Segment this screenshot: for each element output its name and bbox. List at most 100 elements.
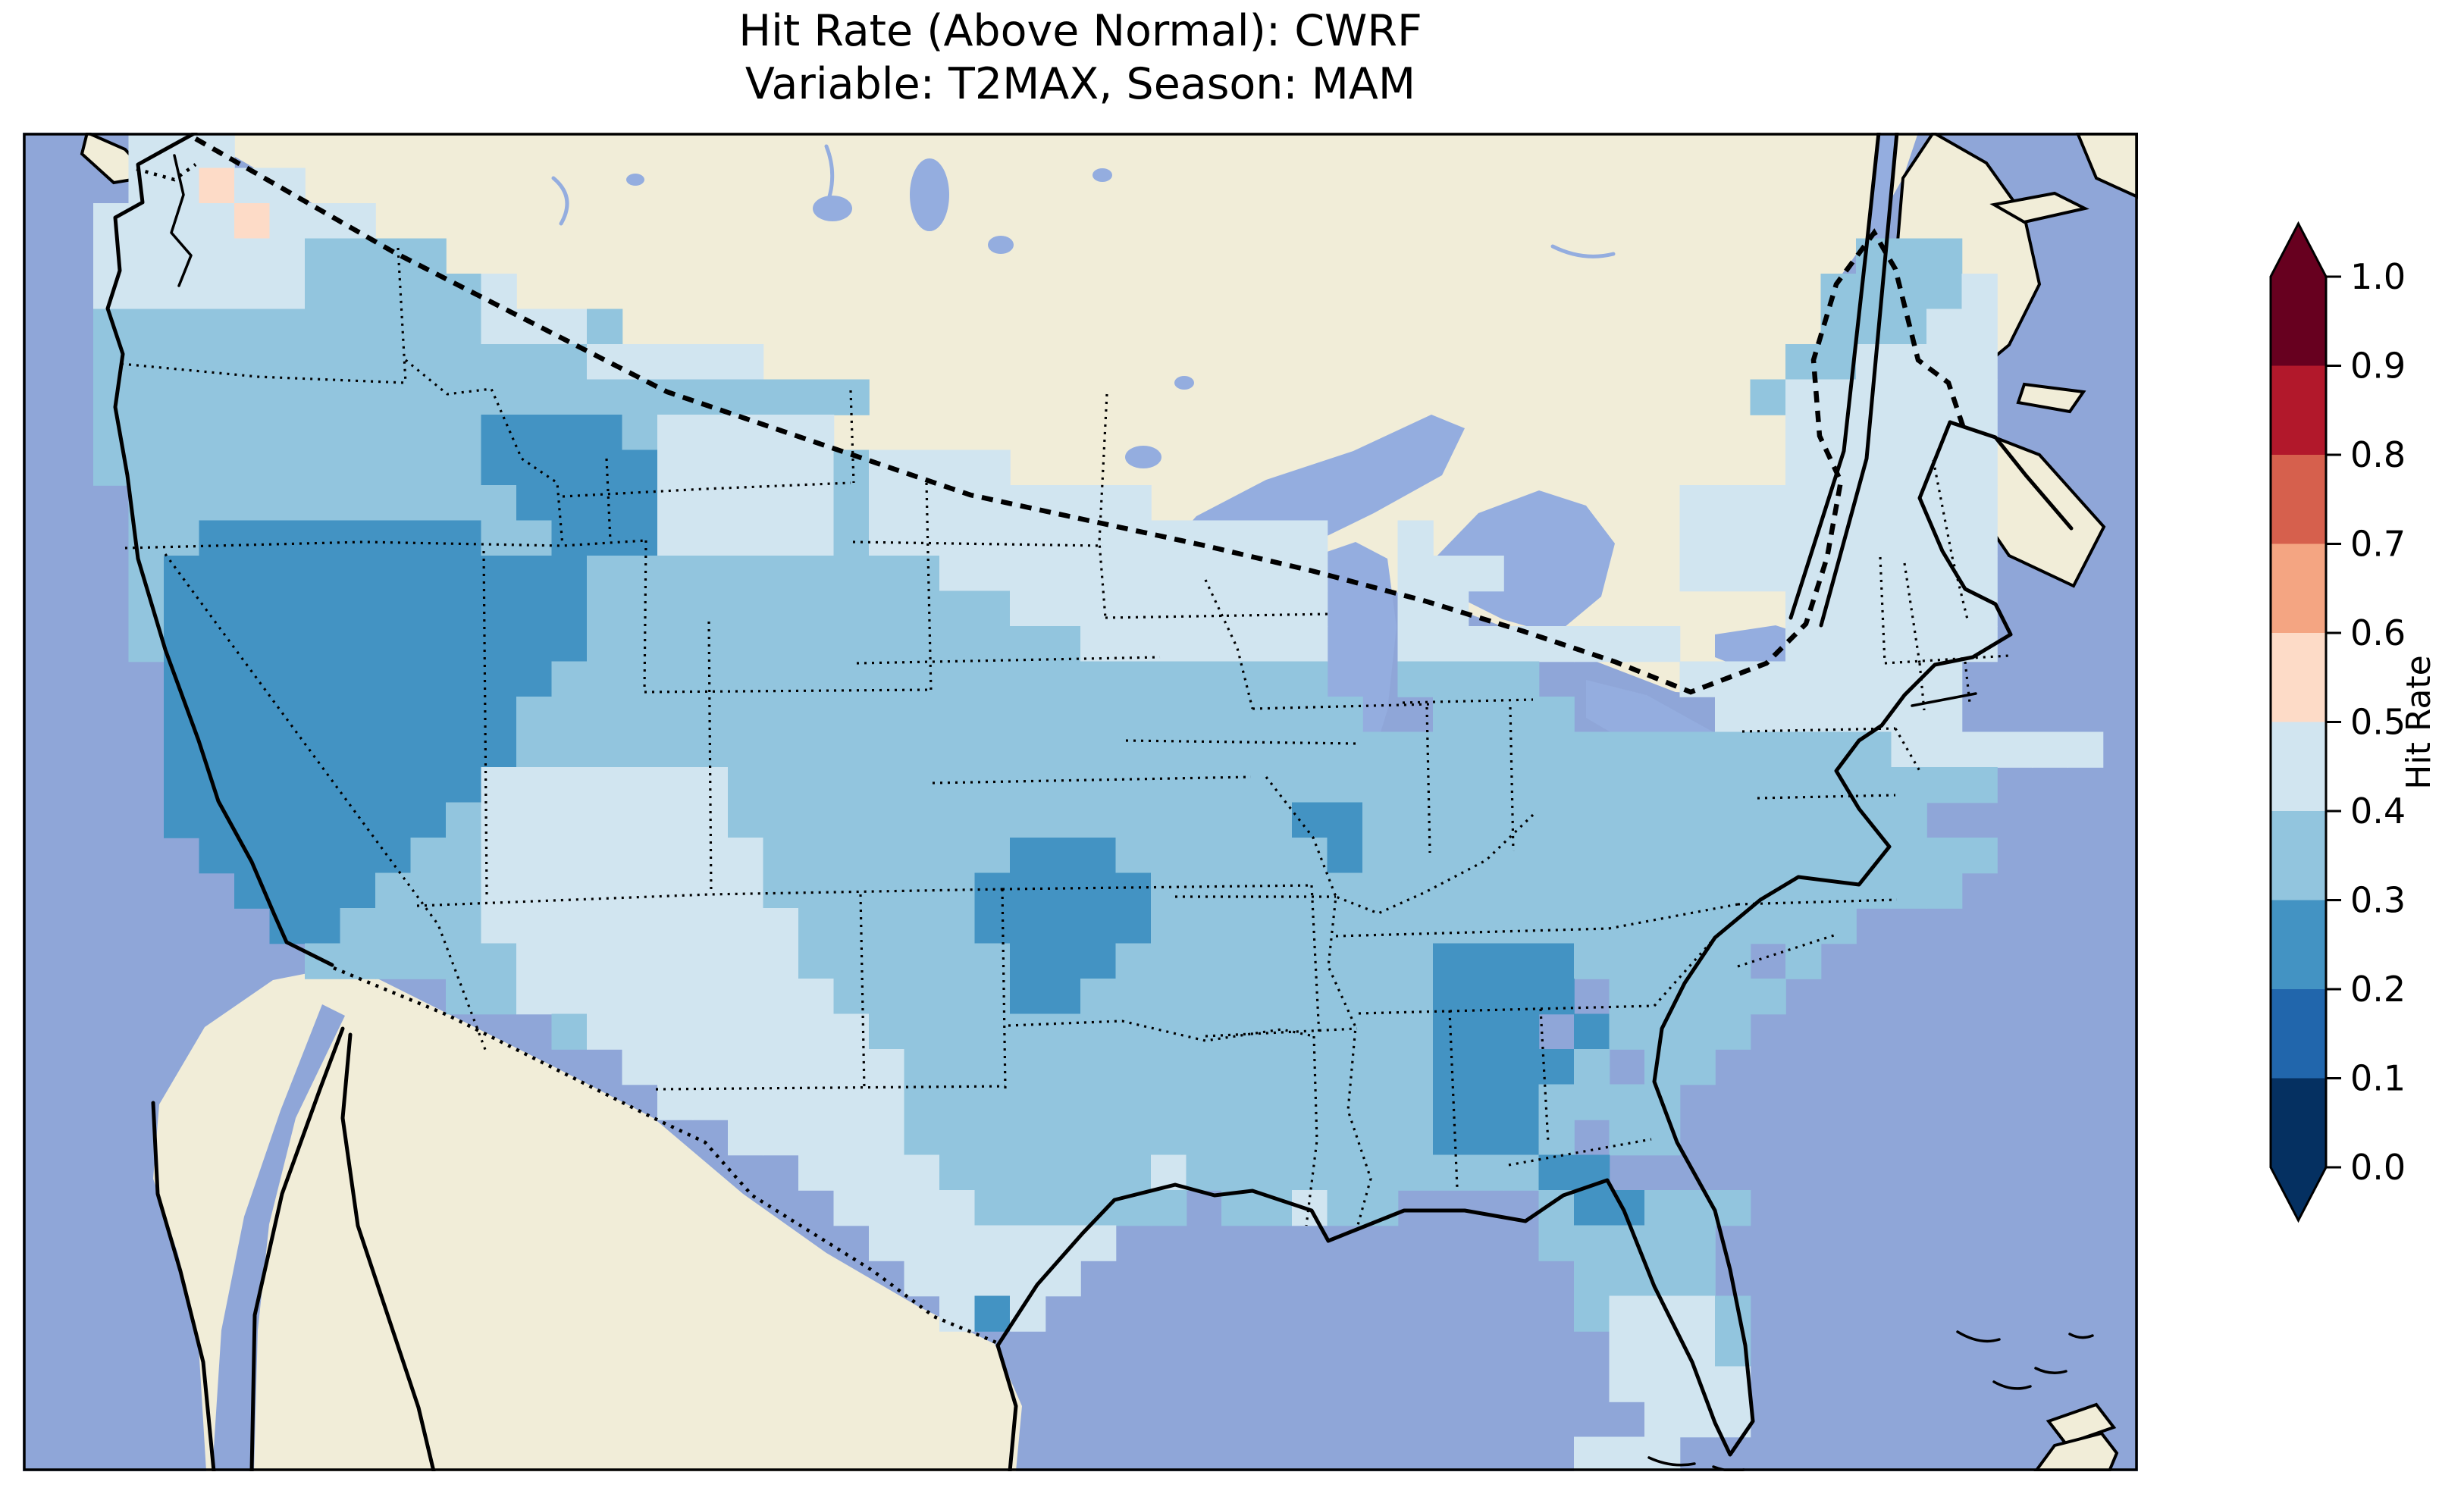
hit-rate-cell <box>375 520 412 556</box>
hit-rate-cell <box>340 838 376 874</box>
hit-rate-cell <box>1080 697 1117 733</box>
hit-rate-cell <box>1292 556 1328 592</box>
hit-rate-cell <box>1397 802 1434 838</box>
hit-rate-cell <box>1010 1013 1046 1050</box>
hit-rate-cell <box>728 908 764 944</box>
hit-rate-cell <box>93 203 130 240</box>
hit-rate-cell <box>446 556 482 592</box>
hit-rate-cell <box>516 485 553 521</box>
hit-rate-cell <box>1292 731 1328 768</box>
hit-rate-cell <box>833 697 870 733</box>
hit-rate-cell <box>1503 943 1540 979</box>
hit-rate-cell <box>305 661 341 697</box>
hit-rate-cell <box>657 838 694 874</box>
hit-rate-cell <box>1433 661 1469 697</box>
hit-rate-cell <box>410 274 447 310</box>
hit-rate-cell <box>1151 838 1187 874</box>
hit-rate-cell <box>869 943 905 979</box>
hit-rate-cell <box>1750 731 1786 768</box>
hit-rate-cell <box>728 485 764 521</box>
hit-rate-cell <box>164 449 200 486</box>
hit-rate-cell <box>1010 1120 1046 1156</box>
hit-rate-cell <box>1433 802 1469 838</box>
hit-rate-cell <box>622 520 658 556</box>
hit-rate-cell <box>1151 943 1187 979</box>
hit-rate-cell <box>2032 731 2068 768</box>
hit-rate-cell <box>798 731 835 768</box>
hit-rate-cell <box>340 485 376 521</box>
hit-rate-cell <box>1679 1190 1716 1226</box>
hit-rate-cell <box>516 556 553 592</box>
hit-rate-cell <box>516 802 553 838</box>
hit-rate-cell <box>904 626 940 662</box>
hit-rate-cell <box>1609 767 1645 803</box>
hit-rate-cell <box>1609 731 1645 768</box>
hit-rate-cell <box>1679 802 1716 838</box>
hit-rate-cell <box>1010 1261 1046 1297</box>
hit-rate-cell <box>1785 908 1822 944</box>
hit-rate-cell <box>974 802 1011 838</box>
hit-rate-cell <box>164 415 200 451</box>
hit-rate-cell <box>798 485 835 521</box>
hit-rate-cell <box>1715 802 1751 838</box>
hit-rate-cell <box>1151 1084 1187 1120</box>
hit-rate-cell <box>516 344 553 381</box>
hit-rate-cell <box>1750 520 1786 556</box>
hit-rate-cell <box>1256 697 1293 733</box>
hit-rate-cell <box>1045 802 1081 838</box>
hit-rate-cell <box>1468 1084 1504 1120</box>
hit-rate-cell <box>1186 1154 1222 1191</box>
hit-rate-cell <box>516 661 553 697</box>
us-mexico-border <box>333 966 997 1345</box>
hit-rate-cell <box>904 661 940 697</box>
hit-rate-cell <box>833 767 870 803</box>
hit-rate-cell <box>1256 626 1293 662</box>
hit-rate-cell <box>1891 767 1927 803</box>
hit-rate-cell <box>869 872 905 909</box>
hit-rate-cell <box>1045 1190 1081 1226</box>
hit-rate-cell <box>798 520 835 556</box>
newfoundland-corner <box>2075 133 2138 199</box>
hit-rate-cell <box>1221 661 1258 697</box>
hit-rate-cell <box>305 238 341 274</box>
hit-rate-cell <box>1010 767 1046 803</box>
hit-rate-cell <box>1433 556 1469 592</box>
hit-rate-cell <box>199 449 235 486</box>
hit-rate-cell <box>692 449 729 486</box>
hit-rate-cell <box>833 908 870 944</box>
hit-rate-cell <box>1327 802 1363 838</box>
hit-rate-cell <box>1961 520 1998 556</box>
hit-rate-cell <box>1856 590 1892 627</box>
hit-rate-cell <box>1221 697 1258 733</box>
hit-rate-cell <box>904 590 940 627</box>
hit-rate-cell <box>1609 838 1645 874</box>
hit-rate-cell <box>798 943 835 979</box>
hit-rate-cell <box>1433 767 1469 803</box>
mexico-gulf-coast <box>995 1343 1018 1471</box>
hit-rate-cell <box>164 379 200 415</box>
hit-rate-cell <box>446 379 482 415</box>
hit-rate-cell <box>622 838 658 874</box>
hit-rate-cell <box>1151 697 1187 733</box>
hit-rate-cell <box>410 872 447 909</box>
hit-rate-cell <box>1080 590 1117 627</box>
hit-rate-cell <box>1045 520 1081 556</box>
hit-rate-cell <box>1856 485 1892 521</box>
hit-rate-cell <box>587 872 623 909</box>
state-borders <box>121 247 2010 1229</box>
hit-rate-cell <box>587 485 623 521</box>
colorbar-segment <box>2271 722 2326 812</box>
hit-rate-cell <box>1256 1120 1293 1156</box>
hit-rate-cell <box>128 449 165 486</box>
hit-rate-cell <box>1010 485 1046 521</box>
hit-rate-cell <box>1115 1120 1152 1156</box>
hit-rate-cell <box>1151 1120 1187 1156</box>
hit-rate-cell <box>375 697 412 733</box>
hit-rate-cell <box>375 590 412 627</box>
state-border-line <box>1098 393 1108 619</box>
hit-rate-cell <box>728 449 764 486</box>
hit-rate-cell <box>164 767 200 803</box>
hit-rate-cell <box>974 1190 1011 1226</box>
hit-rate-cell <box>199 520 235 556</box>
hit-rate-cell <box>1574 908 1610 944</box>
